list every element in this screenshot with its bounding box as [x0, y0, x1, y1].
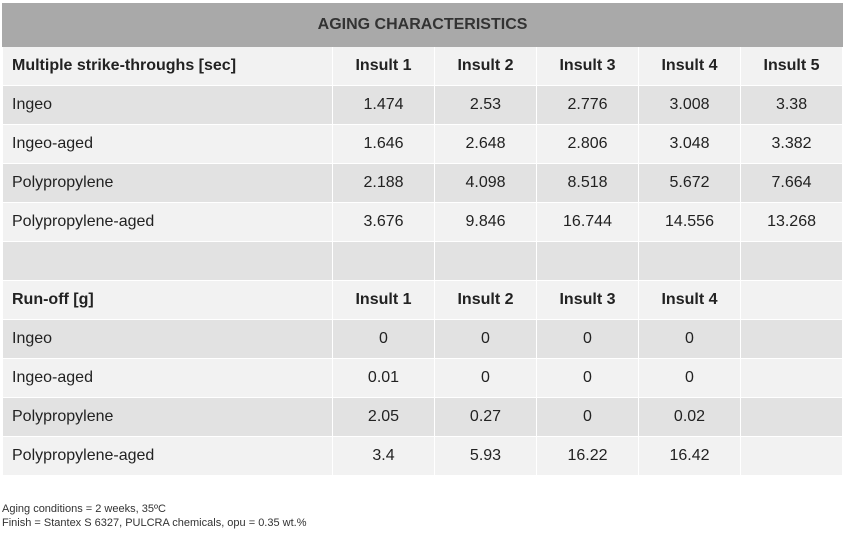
table-row: Ingeo 0 0 0 0	[2, 319, 844, 359]
runoff-header-insult-1: Insult 1	[332, 280, 435, 320]
table-cell: 1.474	[332, 85, 435, 125]
table-cell: 2.188	[332, 163, 435, 203]
table-cell: 0.27	[434, 397, 537, 437]
table-cell: 4.098	[434, 163, 537, 203]
strike-header-insult-3: Insult 3	[536, 46, 639, 86]
row-label: Polypropylene	[2, 163, 333, 203]
table-cell: 8.518	[536, 163, 639, 203]
table-cell: 16.22	[536, 436, 639, 476]
table-cell: 2.648	[434, 124, 537, 164]
strike-header-row: Multiple strike-throughs [sec] Insult 1 …	[2, 46, 844, 86]
runoff-header-insult-4: Insult 4	[638, 280, 741, 320]
runoff-header-label: Run-off [g]	[2, 280, 333, 320]
table-row: Polypropylene 2.05 0.27 0 0.02	[2, 397, 844, 437]
finish-note: Finish = Stantex S 6327, PULCRA chemical…	[2, 517, 307, 529]
aging-conditions-note: Aging conditions = 2 weeks, 35ºC	[2, 503, 166, 515]
empty-cell	[536, 241, 639, 281]
table-cell	[739, 319, 844, 359]
table-cell	[739, 358, 844, 398]
table-cell: 2.53	[434, 85, 537, 125]
strike-header-insult-5: Insult 5	[739, 46, 844, 86]
aging-table-container: AGING CHARACTERISTICS Multiple strike-th…	[1, 3, 844, 476]
table-cell: 5.672	[638, 163, 741, 203]
table-cell: 0	[434, 358, 537, 398]
strike-header-label: Multiple strike-throughs [sec]	[2, 46, 333, 86]
table-cell: 0.02	[638, 397, 741, 437]
table-cell: 1.646	[332, 124, 435, 164]
table-cell: 2.05	[332, 397, 435, 437]
footnotes: Aging conditions = 2 weeks, 35ºC Finish …	[2, 502, 307, 530]
row-label: Ingeo	[2, 319, 333, 359]
table-cell: 3.38	[739, 85, 844, 125]
table-cell: 3.676	[332, 202, 435, 242]
empty-cell	[434, 241, 537, 281]
table-cell: 0.01	[332, 358, 435, 398]
row-label: Polypropylene-aged	[2, 436, 333, 476]
table-cell: 0	[536, 397, 639, 437]
table-row: Ingeo 1.474 2.53 2.776 3.008 3.38	[2, 85, 844, 125]
table-cell	[739, 397, 844, 437]
empty-cell	[739, 241, 844, 281]
table-cell: 7.664	[739, 163, 844, 203]
row-label: Polypropylene-aged	[2, 202, 333, 242]
strike-header-insult-1: Insult 1	[332, 46, 435, 86]
empty-cell	[638, 241, 741, 281]
table-row: Polypropylene-aged 3.4 5.93 16.22 16.42	[2, 436, 844, 476]
table-cell: 0	[332, 319, 435, 359]
strike-header-insult-4: Insult 4	[638, 46, 741, 86]
empty-cell	[2, 241, 333, 281]
table-cell: 0	[434, 319, 537, 359]
runoff-header-insult-3: Insult 3	[536, 280, 639, 320]
table-cell: 0	[536, 358, 639, 398]
table-cell: 3.4	[332, 436, 435, 476]
runoff-header-empty	[739, 280, 844, 320]
table-title: AGING CHARACTERISTICS	[1, 3, 844, 47]
empty-cell	[332, 241, 435, 281]
row-label: Ingeo-aged	[2, 358, 333, 398]
row-label: Polypropylene	[2, 397, 333, 437]
strike-header-insult-2: Insult 2	[434, 46, 537, 86]
runoff-header-insult-2: Insult 2	[434, 280, 537, 320]
table-cell: 3.048	[638, 124, 741, 164]
table-row: Polypropylene 2.188 4.098 8.518 5.672 7.…	[2, 163, 844, 203]
table-cell: 9.846	[434, 202, 537, 242]
table-cell: 3.382	[739, 124, 844, 164]
row-label: Ingeo-aged	[2, 124, 333, 164]
table-cell: 0	[638, 358, 741, 398]
table-cell: 0	[536, 319, 639, 359]
spacer-row	[2, 241, 844, 281]
table-row: Ingeo-aged 1.646 2.648 2.806 3.048 3.382	[2, 124, 844, 164]
table-cell: 2.776	[536, 85, 639, 125]
table-cell: 2.806	[536, 124, 639, 164]
table-cell: 0	[638, 319, 741, 359]
table-cell: 14.556	[638, 202, 741, 242]
table-cell: 3.008	[638, 85, 741, 125]
table-cell: 16.744	[536, 202, 639, 242]
table-cell	[739, 436, 844, 476]
aging-characteristics-table: AGING CHARACTERISTICS Multiple strike-th…	[1, 3, 844, 476]
runoff-header-row: Run-off [g] Insult 1 Insult 2 Insult 3 I…	[2, 280, 844, 320]
table-row: Ingeo-aged 0.01 0 0 0	[2, 358, 844, 398]
table-row: Polypropylene-aged 3.676 9.846 16.744 14…	[2, 202, 844, 242]
table-cell: 16.42	[638, 436, 741, 476]
row-label: Ingeo	[2, 85, 333, 125]
table-cell: 13.268	[739, 202, 844, 242]
table-cell: 5.93	[434, 436, 537, 476]
